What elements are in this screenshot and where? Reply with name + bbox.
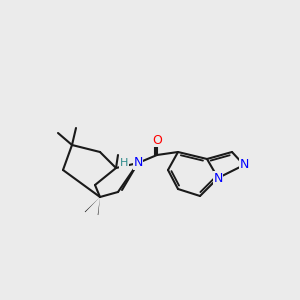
Text: H: H xyxy=(120,158,128,168)
Text: N: N xyxy=(239,158,249,172)
Polygon shape xyxy=(85,197,100,212)
Polygon shape xyxy=(98,197,100,215)
Text: N: N xyxy=(133,157,143,169)
Text: O: O xyxy=(152,134,162,146)
Text: N: N xyxy=(213,172,223,184)
